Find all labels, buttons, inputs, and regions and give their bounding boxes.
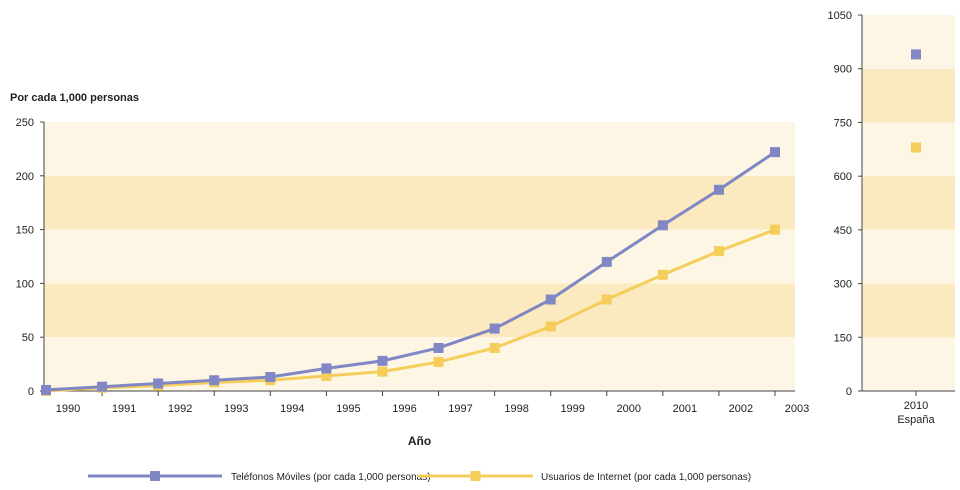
series-0-point <box>545 294 556 305</box>
main-x-tick-label: 2003 <box>785 403 809 415</box>
x-axis-title: Año <box>408 434 431 448</box>
series-line-1 <box>45 228 776 393</box>
side-x-sublabel: España <box>897 414 935 426</box>
side-y-tick-label: 1050 <box>828 10 852 22</box>
series-0-point <box>601 256 612 267</box>
main-x-tick-label: 1999 <box>560 403 584 415</box>
series-0-point <box>433 342 444 353</box>
side-band <box>862 283 955 338</box>
legend-label-1: Usuarios de Internet (por cada 1,000 per… <box>541 472 751 483</box>
series-0-point <box>41 384 51 395</box>
series-0-point <box>321 363 332 374</box>
series-1-point <box>601 294 612 305</box>
main-x-tick-label: 1995 <box>336 403 360 415</box>
series-1-point <box>545 321 556 332</box>
y-axis-title: Por cada 1,000 personas <box>10 92 139 104</box>
main-y-tick-label: 50 <box>22 332 34 344</box>
series-0-point <box>209 375 220 386</box>
main-band <box>44 175 795 230</box>
legend-marker-0 <box>150 471 160 481</box>
series-0-point <box>265 372 276 383</box>
series-line-0 <box>45 150 776 392</box>
side-band <box>862 122 955 177</box>
series-1-point <box>433 356 444 367</box>
main-plot-bands <box>44 122 795 391</box>
main-band <box>44 283 795 338</box>
side-plot-bands <box>862 15 955 391</box>
side-band <box>862 68 955 123</box>
main-x-tick-label: 2000 <box>617 403 641 415</box>
labels: 0 50 100 150 200 250 1990 1991 1992 1993 1994 1995 1… <box>10 10 936 448</box>
series-0-point <box>713 184 724 195</box>
series-0-point <box>97 381 108 392</box>
main-band <box>44 122 795 176</box>
side-band <box>862 15 955 69</box>
series-1-point <box>657 269 668 280</box>
main-y-tick-label: 200 <box>16 171 34 183</box>
side-y-tick-label: 0 <box>846 386 852 398</box>
main-x-tick-label: 1997 <box>448 403 472 415</box>
legend-marker-1 <box>470 471 481 481</box>
main-x-tick-label: 1998 <box>504 403 528 415</box>
series-1-point <box>489 342 500 353</box>
side-series-0-point <box>911 49 921 60</box>
side-y-tick-label: 300 <box>834 279 852 291</box>
side-series-1-point <box>911 142 921 153</box>
side-y-tick-label: 600 <box>834 171 852 183</box>
main-x-tick-label: 1994 <box>280 403 304 415</box>
series-1-point <box>321 370 332 381</box>
series-0-point <box>377 355 388 366</box>
side-y-tick-label: 450 <box>834 225 852 237</box>
main-x-tick-label: 1990 <box>56 403 80 415</box>
legend: Teléfonos Móviles (por cada 1,000 person… <box>88 471 751 483</box>
side-y-tick-label: 150 <box>834 332 852 344</box>
main-x-tick-label: 1993 <box>224 403 248 415</box>
side-band <box>862 337 955 391</box>
main-x-tick-label: 1991 <box>112 403 136 415</box>
axes <box>40 14 955 396</box>
series-0-point <box>489 323 500 334</box>
main-band <box>44 229 795 284</box>
legend-label-0: Teléfonos Móviles (por cada 1,000 person… <box>231 472 431 483</box>
side-band <box>862 176 955 230</box>
side-y-tick-label: 750 <box>834 117 852 129</box>
series-0-point <box>770 147 780 158</box>
main-y-tick-label: 100 <box>16 278 34 290</box>
main-x-tick-label: 1996 <box>392 403 416 415</box>
main-y-tick-label: 250 <box>16 117 34 129</box>
series-1-point <box>770 224 780 235</box>
side-band <box>862 229 955 284</box>
series-1-point <box>377 366 388 377</box>
series-layer <box>41 49 921 396</box>
main-y-tick-label: 150 <box>16 225 34 237</box>
series-0-point <box>153 378 164 389</box>
main-x-tick-label: 2001 <box>673 403 697 415</box>
side-y-tick-label: 900 <box>834 64 852 76</box>
side-x-tick-label: 2010 <box>904 400 928 412</box>
main-y-tick-label: 0 <box>28 386 34 398</box>
main-x-tick-label: 1992 <box>168 403 192 415</box>
series-0-point <box>657 220 668 231</box>
series-1-point <box>713 246 724 257</box>
main-x-tick-label: 2002 <box>729 403 753 415</box>
